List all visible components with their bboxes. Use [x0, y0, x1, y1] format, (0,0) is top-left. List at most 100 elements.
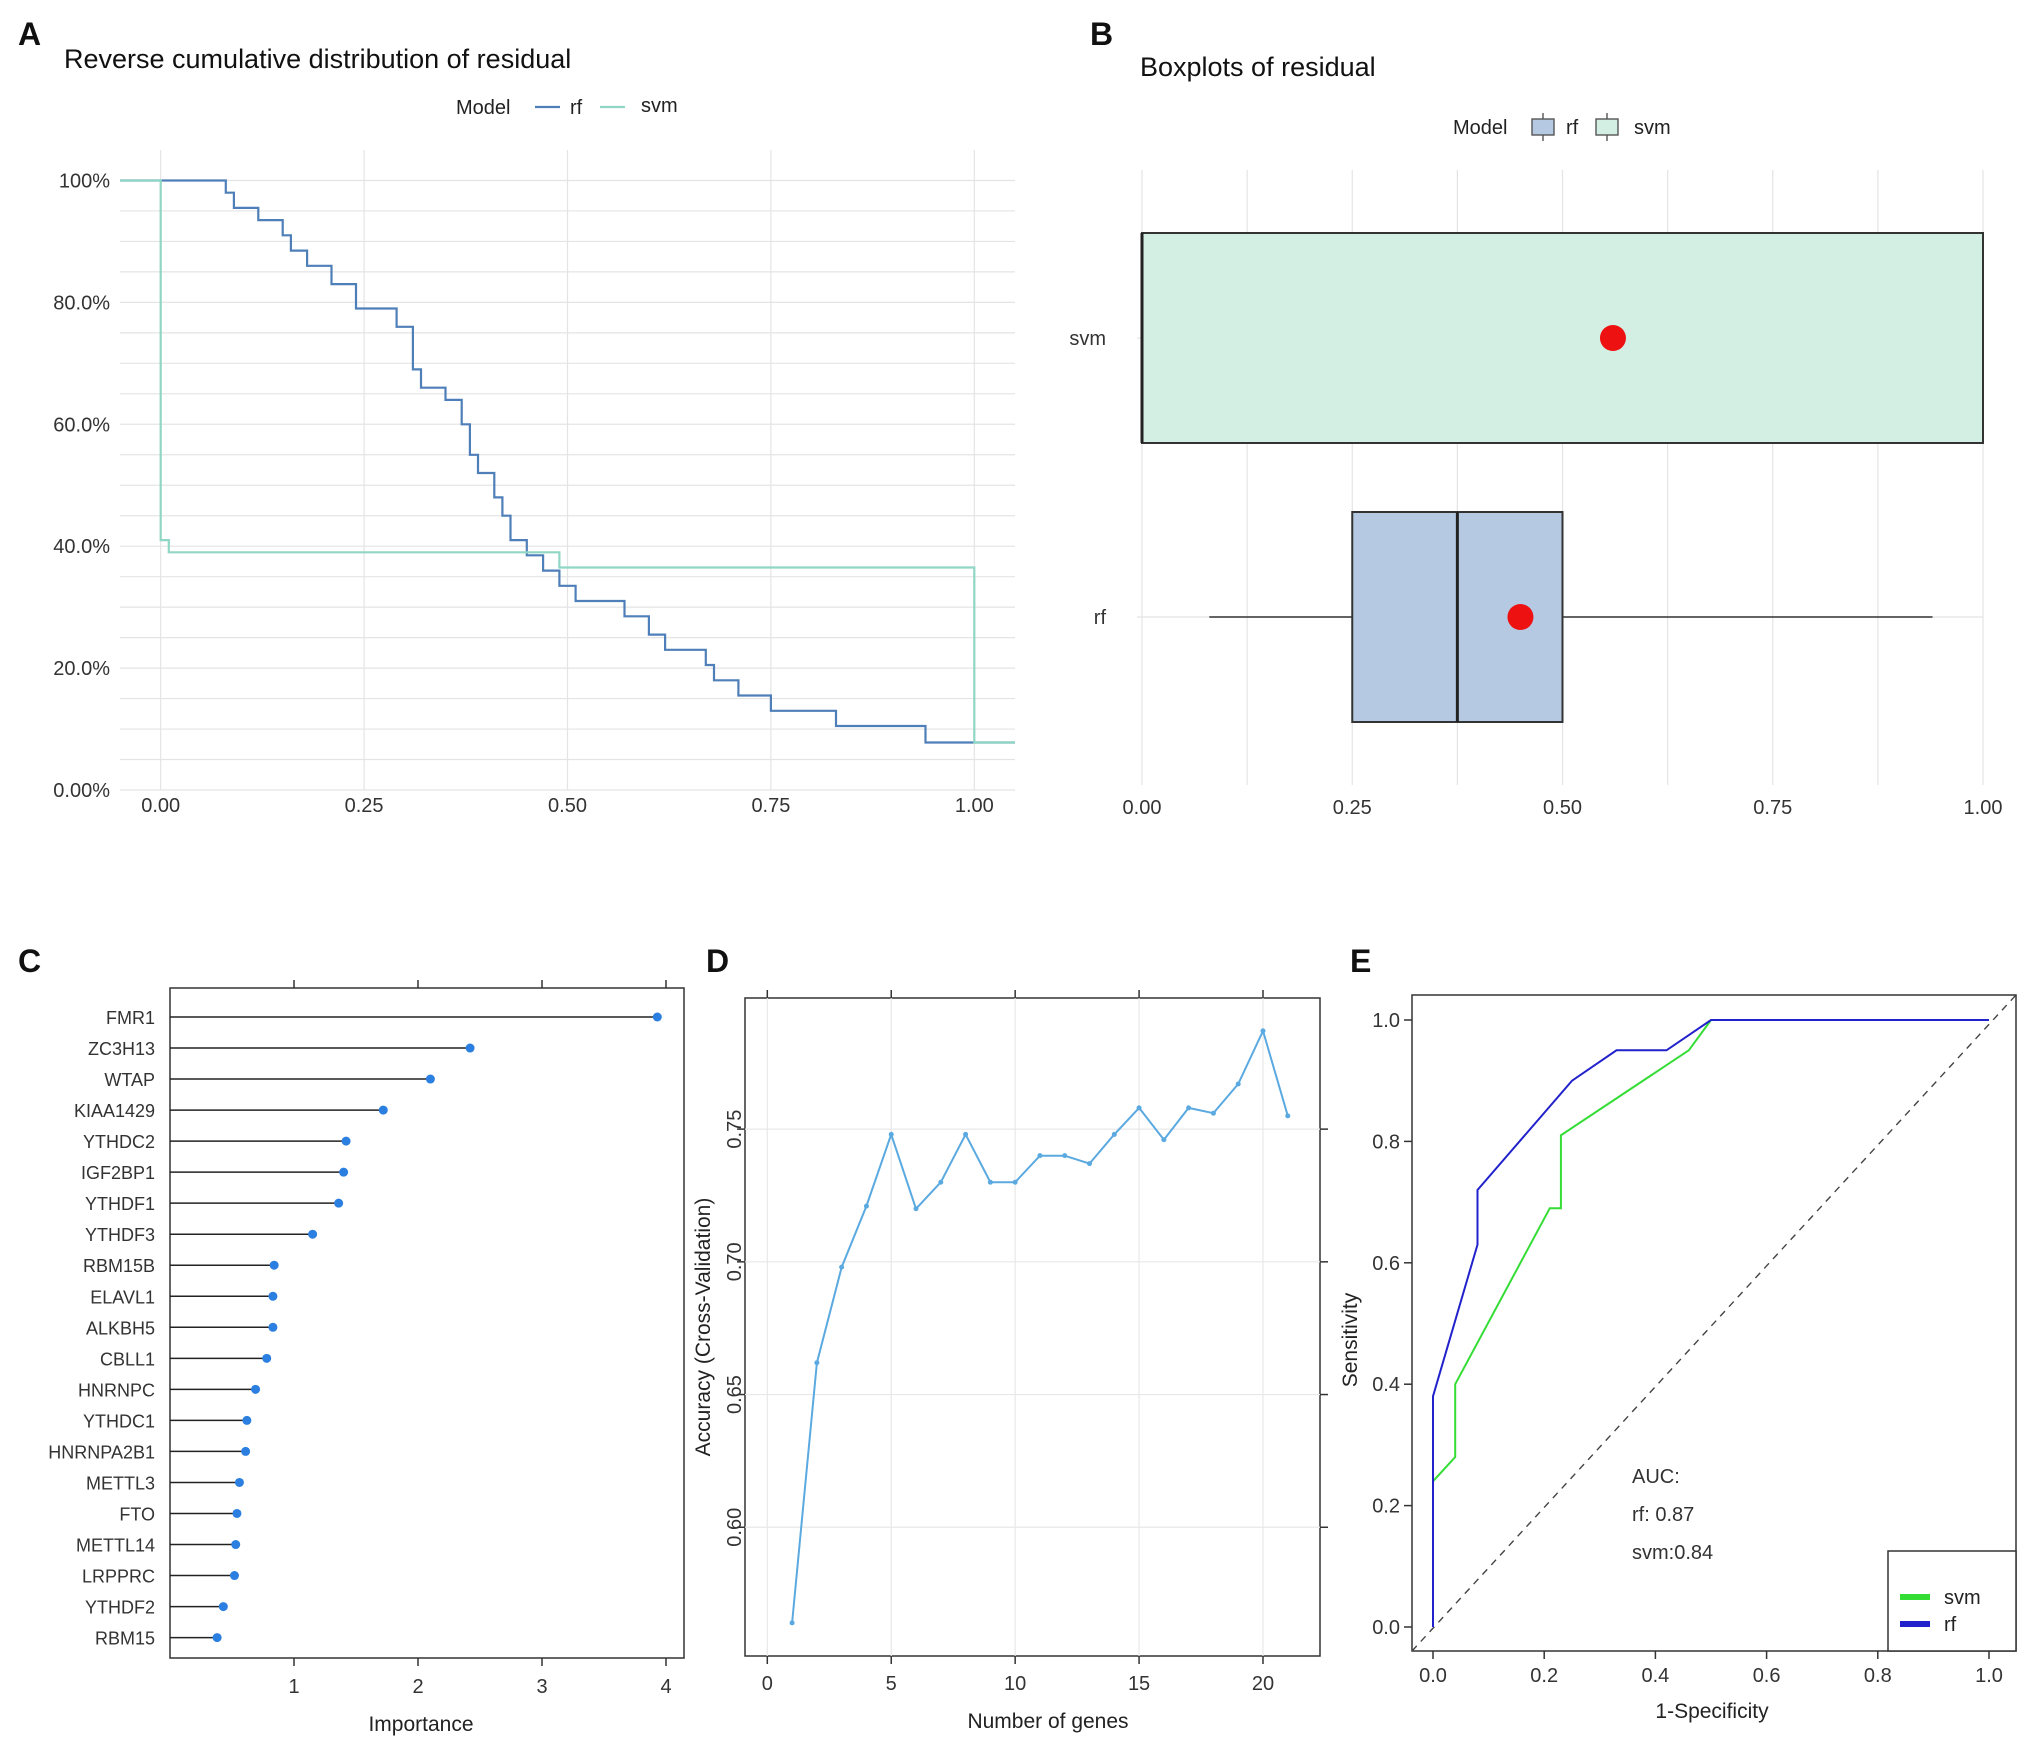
y-tick-label: 0.6 [1372, 1253, 1400, 1275]
x-tick-label: 0.8 [1864, 1665, 1892, 1687]
importance-point [425, 1074, 435, 1084]
x-tick-label: 0.50 [548, 795, 587, 817]
panel-label-a: A [18, 16, 41, 52]
panel-a-legend: Model rf svm [456, 95, 678, 119]
importance-point [251, 1384, 261, 1394]
panel-d: D 0 5 10 15 20 0.60 0.65 0.70 0.75 Number of gen… [692, 943, 1328, 1733]
y-tick-label: 40.0% [53, 536, 110, 558]
category-label: IGF2BP1 [81, 1163, 155, 1183]
y-tick-label: svm [1069, 328, 1106, 350]
accuracy-point [963, 1131, 969, 1137]
accuracy-point [789, 1620, 795, 1626]
panel-d-ticks: 0 5 10 15 20 0.60 0.65 0.70 0.75 [724, 990, 1328, 1695]
y-tick-label: 1.0 [1372, 1010, 1400, 1032]
y-tick-label: rf [1094, 607, 1107, 629]
panel-label-c: C [18, 943, 41, 979]
legend-label-rf: rf [570, 97, 583, 119]
x-tick-label: 0.25 [345, 795, 384, 817]
accuracy-point [1111, 1131, 1117, 1137]
y-tick-label: 0.8 [1372, 1131, 1400, 1153]
x-tick-label: 0.75 [1753, 797, 1792, 819]
x-tick-label: 0.0 [1419, 1665, 1447, 1687]
panel-e-frame [1411, 994, 2017, 1652]
panel-d-line [789, 1028, 1291, 1626]
panel-e-auc-heading: AUC: [1632, 1466, 1680, 1488]
panel-b-ticks: 0.00 0.25 0.50 0.75 1.00 svm rf [1069, 328, 2002, 819]
category-label: CBLL1 [100, 1349, 155, 1369]
accuracy-point [1285, 1113, 1291, 1119]
category-label: YTHDF3 [85, 1225, 155, 1245]
legend-label-rf: rf [1944, 1614, 1957, 1636]
accuracy-point [1235, 1081, 1241, 1087]
legend-box [1887, 1550, 2017, 1652]
x-tick-label: 0.00 [1123, 797, 1162, 819]
panel-c-ticks: 1 2 3 4 [288, 980, 672, 1698]
importance-point [268, 1291, 278, 1301]
category-label: ALKBH5 [86, 1318, 155, 1338]
panel-label-e: E [1350, 943, 1371, 979]
accuracy-point [1087, 1161, 1093, 1167]
importance-point [268, 1322, 278, 1332]
mean-point-rf [1507, 604, 1534, 630]
x-tick-label: 3 [536, 1676, 547, 1698]
x-tick-label: 0.25 [1333, 797, 1372, 819]
panel-e-xlabel: 1-Specificity [1655, 1700, 1769, 1723]
x-tick-label: 10 [1004, 1673, 1026, 1695]
category-label: RBM15B [83, 1256, 155, 1276]
y-tick-label: 0.00% [53, 780, 110, 802]
panel-b-boxes [1140, 232, 1984, 723]
x-tick-label: 4 [660, 1676, 671, 1698]
category-label: METTL3 [86, 1473, 155, 1493]
importance-point [262, 1353, 272, 1363]
legend-label-rf: rf [1566, 117, 1579, 139]
y-tick-label: 0.70 [724, 1242, 746, 1281]
category-label: KIAA1429 [74, 1101, 155, 1121]
importance-point [229, 1571, 239, 1581]
accuracy-point [1136, 1105, 1142, 1111]
accuracy-point [888, 1131, 894, 1137]
accuracy-point [938, 1179, 944, 1185]
accuracy-point [913, 1206, 919, 1212]
accuracy-point [1210, 1110, 1216, 1116]
category-label: YTHDF1 [85, 1194, 155, 1214]
roc-curve-svm [1432, 1019, 1989, 1627]
accuracy-point [1062, 1153, 1068, 1159]
y-tick-label: 60.0% [53, 414, 110, 436]
importance-point [339, 1167, 349, 1177]
importance-point [308, 1229, 318, 1239]
x-tick-label: 1.00 [1964, 797, 2003, 819]
y-tick-label: 0.75 [724, 1110, 746, 1149]
accuracy-point [1012, 1179, 1018, 1185]
x-tick-label: 15 [1128, 1673, 1150, 1695]
x-tick-label: 0.6 [1753, 1665, 1781, 1687]
panel-b-legend: Model rf svm [1453, 113, 1671, 141]
x-tick-label: 0.75 [751, 795, 790, 817]
panel-e-ylabel: Sensitivity [1339, 1292, 1362, 1387]
legend-title: Model [1453, 117, 1507, 139]
panel-a-title: Reverse cumulative distribution of resid… [64, 44, 571, 74]
diagonal-reference-line [1411, 994, 2017, 1652]
x-tick-label: 1.00 [955, 795, 994, 817]
category-label: HNRNPC [78, 1380, 155, 1400]
panel-d-grid [745, 998, 1320, 1656]
importance-point [334, 1198, 344, 1208]
panel-c: C 1 2 3 4 FMR1 ZC3H13 WTAP KIAA1429 YTHDC2 IGF2B… [18, 943, 685, 1736]
panel-e-legend: svm rf [1887, 1550, 2017, 1652]
importance-point [341, 1136, 351, 1146]
category-label: FTO [119, 1504, 155, 1524]
x-tick-label: 0 [762, 1673, 773, 1695]
panel-e-auc-rf: rf: 0.87 [1632, 1504, 1694, 1526]
legend-label-svm: svm [1634, 117, 1671, 139]
x-tick-label: 0.50 [1543, 797, 1582, 819]
category-label: LRPPRC [82, 1567, 155, 1587]
accuracy-point [1186, 1105, 1192, 1111]
panel-e-ticks: 0.0 0.0 0.2 0.2 0.4 0.4 0.6 0.6 0.8 0.8 1.0 1.0 [1372, 1010, 2003, 1687]
importance-point [212, 1633, 222, 1643]
category-label: METTL14 [76, 1536, 155, 1556]
series-line-svm [120, 179, 1015, 744]
y-tick-label: 0.60 [724, 1508, 746, 1547]
x-tick-label: 1 [288, 1676, 299, 1698]
x-tick-label: 1.0 [1975, 1665, 2003, 1687]
y-tick-label: 0.2 [1372, 1496, 1400, 1518]
legend-label-svm: svm [1944, 1587, 1981, 1609]
